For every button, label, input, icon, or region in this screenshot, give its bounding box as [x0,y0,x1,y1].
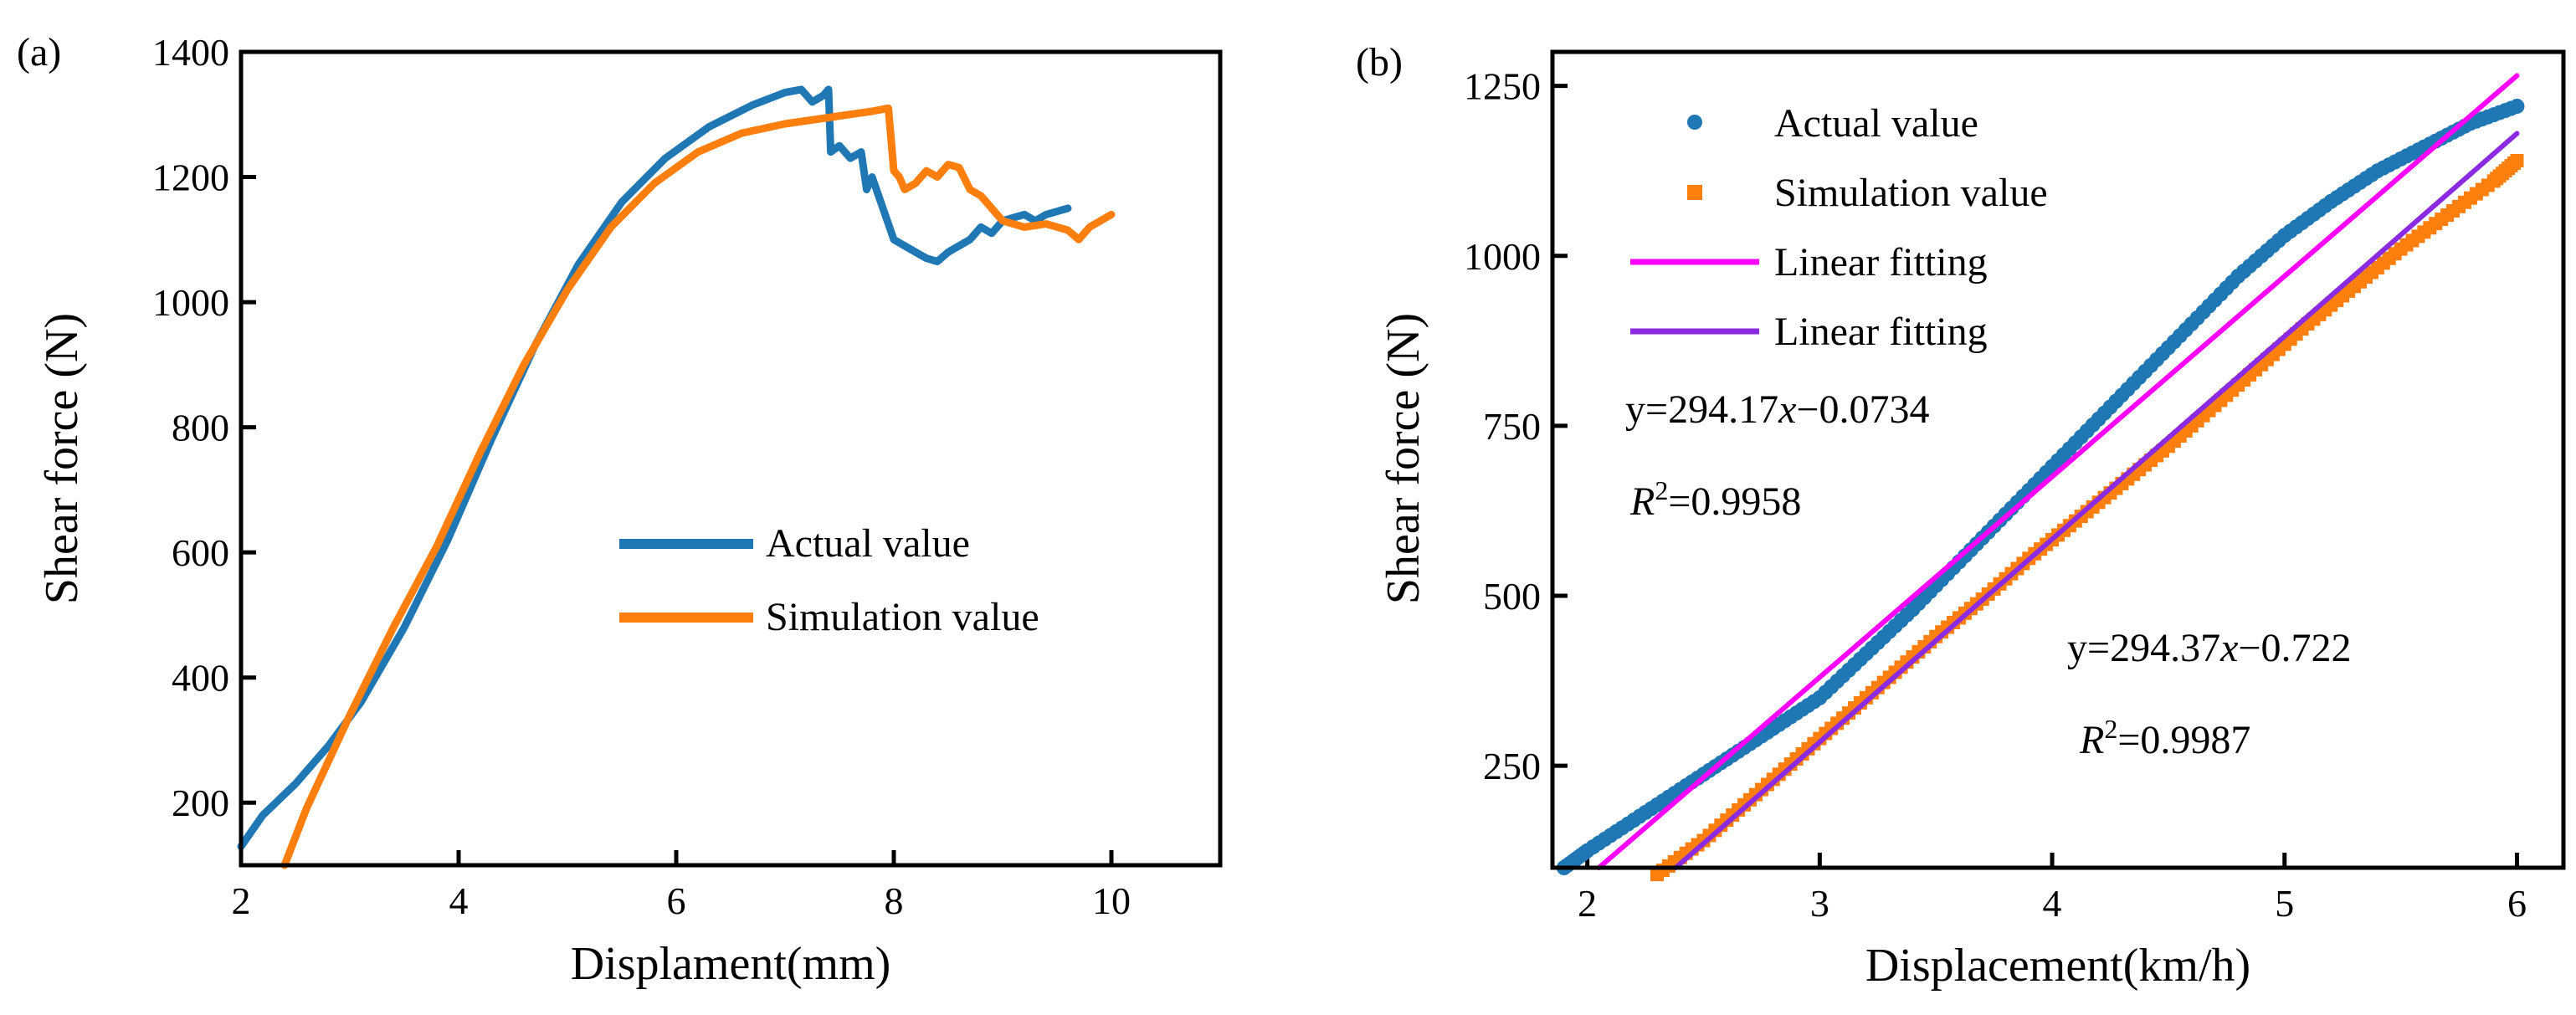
panel-a-label: (a) [17,30,61,74]
panel-b-annotations: y=294.17x−0.0734 R2=0.9958 y=294.37x−0.722… [1625,387,2351,762]
panel-a-y-tick-label: 800 [172,407,229,449]
panel-b-y-tick-label: 1000 [1464,235,1541,278]
legend-label-actual: Actual value [766,521,970,566]
panel-b-point [2510,154,2524,167]
panel-b-plot-frame [1550,49,2566,870]
legend-marker-actual [1687,115,1702,130]
panel-b-y-tick-label: 1250 [1464,65,1541,108]
panel-a-y-axis-title: Shear force (N) [36,313,88,604]
panel-a-ticks: 2 4 6 8 10 200 400 600 800 1000 1200 1400 [152,31,1131,922]
panel-b-y-tick-label: 500 [1483,575,1541,618]
panel-b-x-tick-label: 3 [1810,882,1829,925]
legend-label-simulation: Simulation value [766,595,1039,639]
panel-a: (a) 2 4 6 8 10 200 400 600 800 1000 1200 1400 Displ… [17,30,1223,990]
equation-eq1-line-1: R2=0.9958 [1629,475,1801,524]
panel-b-x-tick-label: 4 [2043,882,2062,925]
panel-b-x-tick-label: 6 [2507,882,2527,925]
panel-b-series [1556,73,2525,882]
panel-b-y-axis-title: Shear force (N) [1378,313,1429,604]
panel-a-plot-frame [239,49,1223,868]
panel-a-series-line-1 [280,104,1116,869]
panel-b: (b) 2 3 4 5 6 250 500 750 1000 1250 Displacement(… [1356,40,2566,992]
panel-b-x-tick-label: 5 [2275,882,2294,925]
panel-b-x-axis-title: Displacement(km/h) [1865,940,2250,992]
panel-a-y-tick-label: 400 [172,657,229,700]
legend-label-actual-b: Actual value [1774,101,1978,146]
panel-a-series [237,85,1116,869]
panel-b-ticks: 2 3 4 5 6 250 500 750 1000 1250 [1464,65,2527,925]
panel-b-y-tick-label: 250 [1483,745,1541,787]
panel-b-label: (b) [1356,40,1403,85]
equation-eq2-line-1: R2=0.9987 [2079,714,2250,762]
panel-b-x-tick-label: 2 [1578,882,1597,925]
panel-a-x-tick-label: 8 [885,879,904,922]
panel-b-series-line-2 [1596,73,2520,870]
panel-a-y-tick-label: 1400 [152,31,229,74]
panel-a-x-tick-label: 6 [667,879,686,922]
legend-label-fit2: Linear fitting [1774,310,1988,354]
legend-label-simulation-b: Simulation value [1774,171,2048,215]
panel-b-point [2509,99,2525,114]
legend-label-fit1: Linear fitting [1774,240,1988,285]
panel-b-series-points-0 [1556,99,2525,875]
panel-a-series-line-0 [237,85,1072,851]
equation-eq1-line-0: y=294.17x−0.0734 [1625,387,1929,432]
panel-a-y-tick-label: 1000 [152,281,229,324]
legend-marker-simulation [1687,185,1702,200]
panel-a-y-tick-label: 600 [172,531,229,574]
panel-a-legend: Actual value Simulation value [619,521,1039,639]
panel-a-x-tick-label: 10 [1092,879,1131,922]
panel-a-x-axis-title: Displament(mm) [571,938,891,990]
panel-b-legend: Actual value Simulation value Linear fit… [1630,101,2048,354]
panel-a-x-tick-label: 4 [449,879,469,922]
panel-a-y-tick-label: 200 [172,782,229,824]
panel-b-series-line-3 [1673,131,2520,870]
panel-a-y-tick-label: 1200 [152,156,229,199]
equation-eq2-line-0: y=294.37x−0.722 [2067,626,2351,670]
panel-a-x-tick-label: 2 [232,879,251,922]
panel-b-y-tick-label: 750 [1483,405,1541,448]
